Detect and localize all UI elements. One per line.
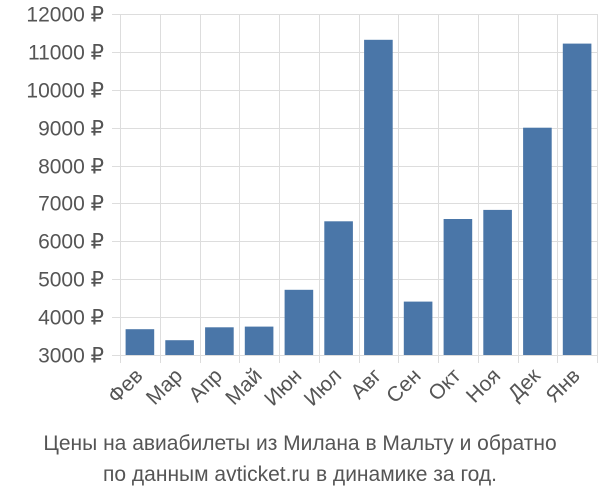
bar-3 <box>205 327 234 355</box>
y-tick-label: 11000 ₽ <box>28 42 104 65</box>
caption-line-2: по данным avticket.ru в динамике за год. <box>103 463 497 486</box>
x-tick-label: Окт <box>424 364 466 406</box>
bar-4 <box>244 326 274 355</box>
x-tick-label: Фев <box>104 364 148 408</box>
bar-7 <box>364 39 393 356</box>
caption-line-1: Цены на авиабилеты из Милана в Мальту и … <box>43 432 557 455</box>
y-tick-label: 4000 ₽ <box>38 307 104 330</box>
bar-11 <box>523 127 552 355</box>
bar-5 <box>284 289 314 355</box>
x-tick-label: Ноя <box>462 364 505 407</box>
x-tick-label: Июл <box>300 364 346 410</box>
bar-6 <box>324 221 353 355</box>
y-tick-label: 6000 ₽ <box>38 231 104 254</box>
x-tick-label: Дек <box>504 364 546 406</box>
x-tick-label: Апр <box>184 364 226 406</box>
y-tick-label: 9000 ₽ <box>38 118 104 141</box>
y-tick-label: 5000 ₽ <box>38 269 104 292</box>
x-tick-label: Сен <box>382 364 425 407</box>
bar-10 <box>483 209 512 355</box>
y-tick-label: 7000 ₽ <box>38 193 104 216</box>
y-tick-label: 10000 ₽ <box>26 80 104 103</box>
grid-lines <box>112 14 598 363</box>
bars-group <box>125 39 592 356</box>
bar-chart: 3000 ₽ 4000 ₽ 5000 ₽ 6000 ₽ 7000 ₽ 8000 ₽ 9000… <box>26 4 598 411</box>
x-tick-label: Мар <box>142 364 187 409</box>
y-tick-label: 12000 ₽ <box>26 4 104 27</box>
y-axis: 3000 ₽ 4000 ₽ 5000 ₽ 6000 ₽ 7000 ₽ 8000 ₽ 9000… <box>26 4 104 368</box>
y-tick-label: 3000 ₽ <box>38 345 104 368</box>
bar-1 <box>125 329 155 355</box>
bar-2 <box>165 340 194 355</box>
chart-caption: Цены на авиабилеты из Милана в Мальту и … <box>0 428 600 490</box>
y-tick-label: 8000 ₽ <box>38 156 104 179</box>
x-tick-label: Янв <box>542 364 585 407</box>
bar-9 <box>443 219 473 355</box>
bar-12 <box>562 43 592 355</box>
bar-8 <box>403 301 433 355</box>
x-tick-label: Май <box>221 364 266 409</box>
x-tick-label: Авг <box>346 364 386 404</box>
x-tick-label: Июн <box>260 364 306 410</box>
